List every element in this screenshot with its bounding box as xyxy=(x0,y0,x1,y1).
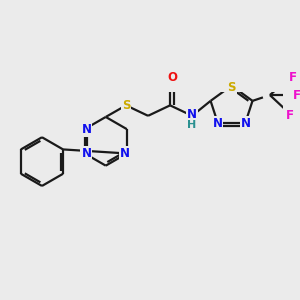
Text: F: F xyxy=(293,88,300,102)
Text: O: O xyxy=(167,71,177,84)
Text: N: N xyxy=(212,117,222,130)
Text: S: S xyxy=(122,99,130,112)
Text: N: N xyxy=(120,147,130,160)
Text: N: N xyxy=(187,108,197,121)
Text: N: N xyxy=(81,147,92,160)
Text: N: N xyxy=(241,117,251,130)
Text: F: F xyxy=(286,110,294,122)
Text: H: H xyxy=(188,120,197,130)
Text: N: N xyxy=(81,123,92,136)
Text: F: F xyxy=(289,71,296,84)
Text: S: S xyxy=(227,82,236,94)
